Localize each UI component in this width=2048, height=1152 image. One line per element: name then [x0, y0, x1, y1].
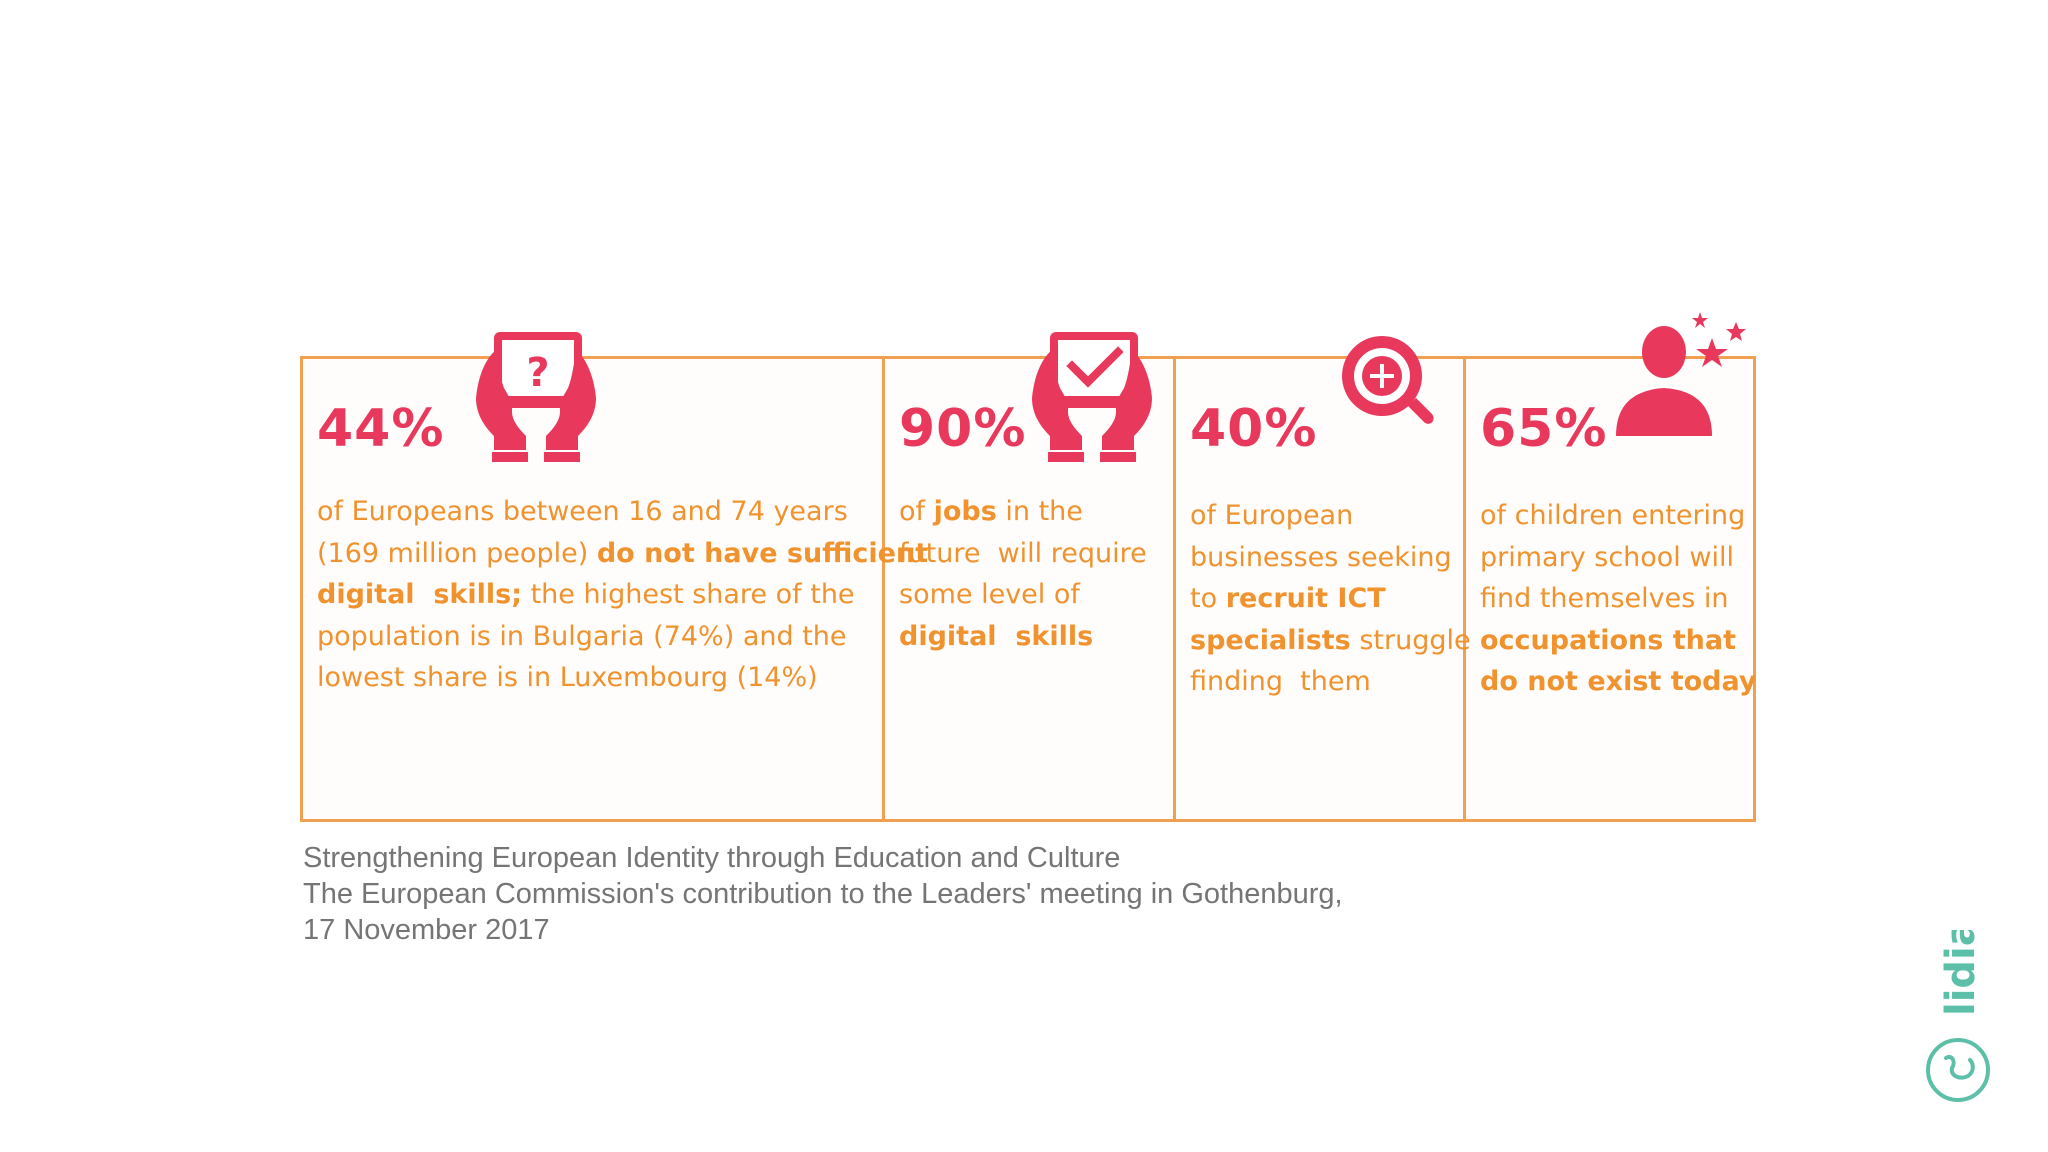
- description-text: lowest share is in Luxembourg (14%): [317, 662, 818, 693]
- description-line: to recruit ICT: [1190, 578, 1455, 620]
- description-text: of European: [1190, 500, 1354, 531]
- description-text: of children entering: [1480, 500, 1746, 531]
- emphasis-text: recruit ICT: [1225, 583, 1386, 614]
- description-text: population is in Bulgaria (74%) and the: [317, 620, 847, 652]
- magnifier-plus-icon: [1342, 336, 1434, 424]
- stats-box: 44% of Europeans between 16 and 74 years…: [300, 356, 1757, 822]
- description-line: of jobs in the: [899, 491, 1165, 533]
- emphasis-text: digital skills;: [317, 579, 523, 610]
- stat-percent: 90%: [899, 399, 1027, 459]
- emphasis-text: do not have sufficient: [596, 537, 929, 569]
- description-line: of European: [1190, 495, 1455, 537]
- description-text: finding them: [1190, 666, 1371, 697]
- stat-percent: 65%: [1480, 399, 1608, 459]
- lidia-logo: lidia: [1926, 930, 1990, 1102]
- description-line: some level of: [899, 574, 1165, 616]
- description-line: population is in Bulgaria (74%) and the: [317, 616, 874, 658]
- description-text: some level of: [899, 579, 1080, 610]
- description-text: in the: [996, 496, 1083, 527]
- tablet-question-icon: ?: [476, 332, 596, 462]
- stat-description: of Europeans between 16 and 74 years (169…: [317, 491, 928, 699]
- logo-text: lidia: [1938, 930, 1984, 1016]
- description-text: to: [1190, 583, 1226, 614]
- description-line: occupations that: [1480, 620, 1748, 662]
- source-line: Strengthening European Identity through …: [303, 842, 1121, 874]
- stat-panel-4: 65% of children entering primary school w…: [1466, 359, 1757, 819]
- source-line: The European Commission's contribution t…: [303, 878, 1343, 910]
- emphasis-text: digital skills: [899, 620, 1094, 652]
- description-line: of Europeans between 16 and 74 years: [317, 491, 874, 533]
- stat-description: of jobs in the future will require some le…: [899, 491, 1165, 657]
- emphasis-text: specialists: [1190, 624, 1351, 656]
- description-line: primary school will: [1480, 537, 1748, 579]
- tablet-check-icon: [1032, 332, 1152, 462]
- stat-percent: 40%: [1190, 399, 1318, 459]
- stat-panel-3: 40% of European businesses seeking to recr…: [1176, 359, 1471, 819]
- description-line: specialists struggle: [1190, 620, 1471, 662]
- description-line: digital skills: [899, 616, 1165, 658]
- description-line: businesses seeking: [1190, 537, 1455, 579]
- divider: [1463, 359, 1466, 819]
- stat-description: of children entering primary school will f…: [1480, 495, 1757, 703]
- description-text: find themselves in: [1480, 583, 1729, 614]
- description-text: of Europeans between 16 and 74 years: [317, 496, 848, 527]
- description-line: do not exist today: [1480, 661, 1757, 703]
- stat-description: of European businesses seeking to recruit …: [1190, 495, 1471, 703]
- description-line: finding them: [1190, 661, 1455, 703]
- description-line: of children entering: [1480, 495, 1748, 537]
- description-line: future will require: [899, 533, 1165, 575]
- description-text: future will require: [899, 537, 1147, 569]
- description-text: (169 million people): [317, 537, 597, 569]
- description-line: find themselves in: [1480, 578, 1748, 620]
- stat-panel-1: 44% of Europeans between 16 and 74 years…: [303, 359, 928, 819]
- description-line: digital skills; the highest share of the: [317, 574, 874, 616]
- description-text: struggle: [1350, 624, 1471, 656]
- description-text: businesses seeking: [1190, 541, 1452, 573]
- description-text: of: [899, 496, 934, 527]
- source-caption: Strengthening European Identity through …: [303, 840, 1343, 948]
- description-line: lowest share is in Luxembourg (14%): [317, 657, 874, 699]
- description-line: (169 million people) do not have suffici…: [317, 533, 928, 575]
- source-line: 17 November 2017: [303, 914, 550, 946]
- divider: [1173, 359, 1176, 819]
- emphasis-text: occupations that: [1480, 624, 1736, 656]
- divider: [882, 359, 885, 819]
- stat-percent: 44%: [317, 399, 445, 459]
- description-text: the highest share of the: [522, 579, 855, 610]
- emphasis-text: do not exist today: [1480, 666, 1757, 697]
- stat-panel-2: 90% of jobs in the future will require som…: [885, 359, 1173, 819]
- person-stars-icon: [1616, 312, 1746, 436]
- svg-text:?: ?: [526, 350, 549, 396]
- description-text: primary school will: [1480, 541, 1734, 573]
- emphasis-text: jobs: [933, 496, 997, 527]
